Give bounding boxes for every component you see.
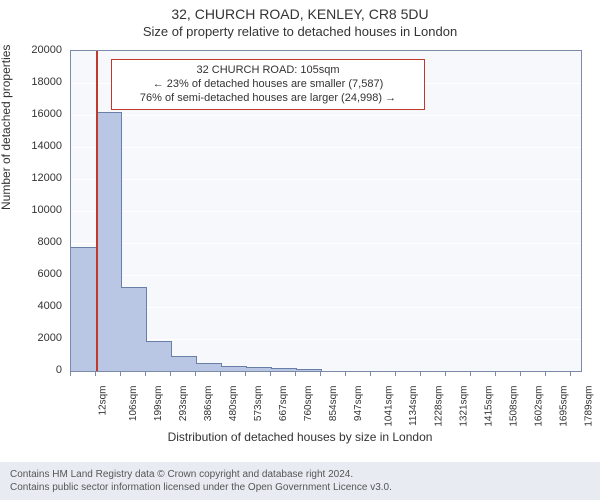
x-tick-label: 1415sqm xyxy=(484,386,495,427)
histogram-bar xyxy=(246,367,272,371)
x-tick-label: 947sqm xyxy=(353,386,364,422)
y-tick-label: 4000 xyxy=(22,300,62,312)
x-tick-mark xyxy=(245,371,246,376)
gridline xyxy=(71,211,581,212)
annotation-box: 32 CHURCH ROAD: 105sqm ← 23% of detached… xyxy=(111,59,425,110)
x-tick-label: 386sqm xyxy=(203,386,214,422)
x-tick-label: 573sqm xyxy=(253,386,264,422)
attribution-footer: Contains HM Land Registry data © Crown c… xyxy=(0,462,600,500)
gridline xyxy=(71,243,581,244)
x-tick-label: 480sqm xyxy=(228,386,239,422)
gridline xyxy=(71,307,581,308)
x-tick-label: 1321sqm xyxy=(459,386,470,427)
x-tick-mark xyxy=(520,371,521,376)
x-tick-label: 12sqm xyxy=(98,386,109,416)
y-tick-label: 6000 xyxy=(22,268,62,280)
x-tick-label: 1508sqm xyxy=(509,386,520,427)
y-tick-label: 14000 xyxy=(22,140,62,152)
reference-line xyxy=(96,51,98,371)
y-axis-label: Number of detached properties xyxy=(0,45,13,210)
x-tick-mark xyxy=(370,371,371,376)
x-tick-mark xyxy=(295,371,296,376)
x-tick-label: 1228sqm xyxy=(434,386,445,427)
footer-line2: Contains public sector information licen… xyxy=(10,481,590,494)
histogram-bar xyxy=(96,112,122,371)
histogram-bar xyxy=(196,363,222,371)
annotation-line3: 76% of semi-detached houses are larger (… xyxy=(118,92,418,106)
histogram-bar xyxy=(121,287,147,371)
y-tick-label: 8000 xyxy=(22,236,62,248)
gridline xyxy=(71,275,581,276)
x-tick-mark xyxy=(545,371,546,376)
y-tick-label: 12000 xyxy=(22,172,62,184)
histogram-bar xyxy=(171,356,197,371)
page-subtitle: Size of property relative to detached ho… xyxy=(0,22,600,39)
histogram-bar xyxy=(221,366,247,371)
x-tick-mark xyxy=(95,371,96,376)
x-tick-label: 293sqm xyxy=(178,386,189,422)
x-tick-mark xyxy=(320,371,321,376)
histogram-bar xyxy=(296,369,322,371)
x-tick-mark xyxy=(420,371,421,376)
histogram-bar xyxy=(271,368,297,371)
x-tick-label: 854sqm xyxy=(328,386,339,422)
x-tick-mark xyxy=(220,371,221,376)
y-tick-label: 2000 xyxy=(22,332,62,344)
x-tick-mark xyxy=(445,371,446,376)
gridline xyxy=(71,339,581,340)
gridline xyxy=(71,179,581,180)
page-title: 32, CHURCH ROAD, KENLEY, CR8 5DU xyxy=(0,0,600,22)
x-tick-mark xyxy=(395,371,396,376)
x-tick-mark xyxy=(70,371,71,376)
x-tick-label: 1695sqm xyxy=(558,386,569,427)
y-tick-label: 20000 xyxy=(22,44,62,56)
y-tick-label: 18000 xyxy=(22,76,62,88)
x-tick-label: 106sqm xyxy=(128,386,139,422)
x-tick-label: 667sqm xyxy=(278,386,289,422)
x-tick-mark xyxy=(470,371,471,376)
x-tick-label: 199sqm xyxy=(153,386,164,422)
y-tick-label: 16000 xyxy=(22,108,62,120)
y-tick-label: 0 xyxy=(22,364,62,376)
x-tick-mark xyxy=(345,371,346,376)
x-tick-mark xyxy=(145,371,146,376)
x-tick-mark xyxy=(170,371,171,376)
x-tick-label: 1041sqm xyxy=(384,386,395,427)
x-tick-mark xyxy=(495,371,496,376)
annotation-line2: ← 23% of detached houses are smaller (7,… xyxy=(118,78,418,92)
x-tick-label: 760sqm xyxy=(303,386,314,422)
histogram-bar xyxy=(71,247,97,371)
x-tick-label: 1134sqm xyxy=(408,386,419,426)
x-axis-label: Distribution of detached houses by size … xyxy=(0,430,600,444)
x-tick-mark xyxy=(570,371,571,376)
x-tick-label: 1602sqm xyxy=(534,386,545,427)
x-tick-mark xyxy=(195,371,196,376)
histogram-plot-area: 32 CHURCH ROAD: 105sqm ← 23% of detached… xyxy=(70,50,582,372)
x-tick-label: 1789sqm xyxy=(584,386,595,427)
histogram-bar xyxy=(146,341,172,371)
gridline xyxy=(71,147,581,148)
x-tick-mark xyxy=(270,371,271,376)
y-tick-label: 10000 xyxy=(22,204,62,216)
x-tick-mark xyxy=(120,371,121,376)
footer-line1: Contains HM Land Registry data © Crown c… xyxy=(10,468,590,481)
gridline xyxy=(71,115,581,116)
annotation-line1: 32 CHURCH ROAD: 105sqm xyxy=(118,64,418,78)
